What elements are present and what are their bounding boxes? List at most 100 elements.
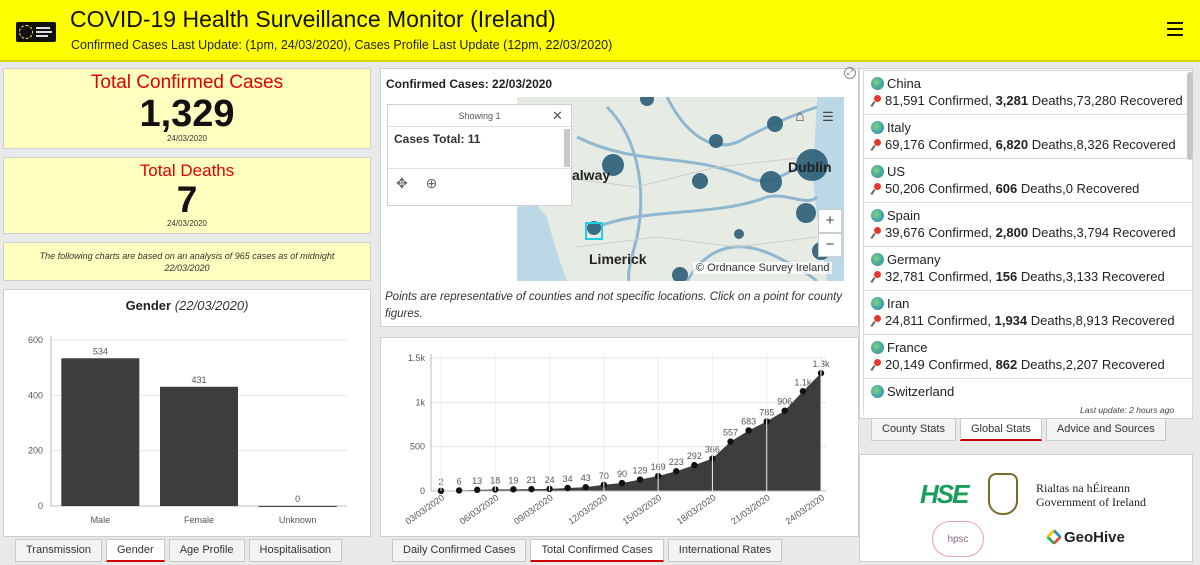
county-points[interactable] xyxy=(517,97,844,281)
pin-icon xyxy=(871,315,882,326)
data-label: 6 xyxy=(457,476,462,486)
data-point[interactable] xyxy=(691,461,698,469)
data-label: 557 xyxy=(723,428,738,438)
data-point[interactable] xyxy=(636,476,644,483)
gender-chart-title: Gender (22/03/2020) xyxy=(4,298,370,313)
county-point[interactable] xyxy=(692,173,708,189)
bar-value-label: 431 xyxy=(191,375,206,385)
page-title: COVID-19 Health Surveillance Monitor (Ir… xyxy=(70,6,556,32)
total-deaths-value: 7 xyxy=(176,179,198,220)
country-stats: 81,591 Confirmed, 3,281 Deaths,73,280 Re… xyxy=(871,92,1185,110)
total-confirmed-area-chart: 05001k1.5k261318192124344370901291692232… xyxy=(404,353,830,526)
data-label: 129 xyxy=(633,466,648,476)
gender-bar-chart: 0 200 400 600 534 Male 431 Female 0 Unknown xyxy=(28,335,347,525)
left-tab-gender[interactable]: Gender xyxy=(106,539,165,562)
expand-icon[interactable]: ⤢ xyxy=(844,67,856,79)
country-list-scrollbar[interactable] xyxy=(1187,72,1193,160)
bar[interactable] xyxy=(61,358,140,506)
selected-point-highlight xyxy=(585,222,603,240)
move-icon[interactable]: ✥ xyxy=(396,175,408,191)
country-item[interactable]: Switzerland xyxy=(863,378,1193,415)
country-item[interactable]: Spain 39,676 Confirmed, 2,800 Deaths,3,79… xyxy=(863,202,1193,246)
y-tick-label: 0 xyxy=(38,501,43,511)
country-stats: 50,206 Confirmed, 606 Deaths,0 Recovered xyxy=(871,180,1185,198)
country-name: France xyxy=(871,340,1185,356)
country-item[interactable]: Iran 24,811 Confirmed, 1,934 Deaths,8,913… xyxy=(863,290,1193,334)
data-label: 43 xyxy=(581,473,591,483)
country-item[interactable]: Italy 69,176 Confirmed, 6,820 Deaths,8,32… xyxy=(863,114,1193,158)
county-point[interactable] xyxy=(796,203,816,223)
globe-icon xyxy=(871,121,884,134)
left-tab-hospitalisation[interactable]: Hospitalisation xyxy=(248,539,343,562)
legend-list-icon[interactable]: ☰ xyxy=(822,109,834,124)
data-point[interactable] xyxy=(582,483,589,491)
zoom-in-button[interactable]: + xyxy=(818,209,842,233)
hamburger-menu-icon[interactable] xyxy=(1167,22,1183,37)
left-tab-transmission[interactable]: Transmission xyxy=(15,539,102,562)
category-label: Unknown xyxy=(279,515,317,525)
data-point[interactable] xyxy=(455,487,463,494)
gov-english-name: Government of Ireland xyxy=(1036,495,1146,509)
x-tick-label: 12/03/2020 xyxy=(566,492,609,526)
country-deaths: 1,934 xyxy=(994,313,1028,328)
country-stats: 24,811 Confirmed, 1,934 Deaths,8,913 Rec… xyxy=(871,312,1185,330)
middle-tab-daily-confirmed-cases[interactable]: Daily Confirmed Cases xyxy=(392,539,527,562)
middle-tab-international-rates[interactable]: International Rates xyxy=(667,539,783,562)
country-item[interactable]: Germany 32,781 Confirmed, 156 Deaths,3,13… xyxy=(863,246,1193,290)
pin-icon xyxy=(871,271,882,282)
data-point[interactable] xyxy=(618,479,626,487)
zoom-to-icon[interactable]: ⊕ xyxy=(425,175,438,191)
country-item[interactable]: US 50,206 Confirmed, 606 Deaths,0 Recover… xyxy=(863,158,1193,202)
county-point[interactable] xyxy=(587,221,601,235)
bar[interactable] xyxy=(160,386,238,506)
county-point[interactable] xyxy=(602,154,624,176)
data-point[interactable] xyxy=(564,484,571,492)
county-point[interactable] xyxy=(767,116,783,132)
data-point[interactable] xyxy=(727,438,734,445)
x-tick-label: 24/03/2020 xyxy=(784,492,827,526)
county-point[interactable] xyxy=(672,267,688,281)
country-item[interactable]: France 20,149 Confirmed, 862 Deaths,2,207… xyxy=(863,334,1193,378)
popup-close-icon[interactable]: ✕ xyxy=(552,108,563,123)
data-point[interactable] xyxy=(510,486,517,493)
county-point[interactable] xyxy=(734,229,744,239)
pin-icon xyxy=(871,183,882,194)
right-tab-global-stats[interactable]: Global Stats xyxy=(959,418,1042,441)
popup-scrollbar[interactable] xyxy=(564,129,570,167)
globe-icon xyxy=(871,77,884,90)
country-deaths: 862 xyxy=(995,357,1018,372)
data-label: 21 xyxy=(526,475,536,485)
globe-icon xyxy=(871,253,884,266)
cumulative-area xyxy=(441,373,821,491)
middle-tab-total-confirmed-cases[interactable]: Total Confirmed Cases xyxy=(530,539,664,562)
analysis-note: The following charts are based on an ana… xyxy=(39,251,335,273)
county-point[interactable] xyxy=(760,171,782,193)
home-icon[interactable]: ⌂ xyxy=(795,108,805,125)
data-point[interactable] xyxy=(745,427,752,434)
category-label: Male xyxy=(91,515,111,525)
left-tab-age-profile[interactable]: Age Profile xyxy=(168,539,245,562)
zoom-out-button[interactable]: − xyxy=(818,233,842,257)
right-tab-advice-and-sources[interactable]: Advice and Sources xyxy=(1045,418,1166,441)
country-stats: 20,149 Confirmed, 862 Deaths,2,207 Recov… xyxy=(871,356,1185,374)
data-point[interactable] xyxy=(528,485,535,493)
country-list[interactable]: China 81,591 Confirmed, 3,281 Deaths,73,2… xyxy=(863,70,1193,415)
data-label: 34 xyxy=(563,474,573,484)
data-point[interactable] xyxy=(473,486,481,494)
data-point[interactable] xyxy=(799,388,807,395)
data-point[interactable] xyxy=(781,407,789,414)
data-point[interactable] xyxy=(673,468,680,475)
country-deaths: 2,800 xyxy=(995,225,1029,240)
country-name: Germany xyxy=(871,252,1185,268)
total-deaths-label: Total Deaths xyxy=(139,161,235,180)
county-point[interactable] xyxy=(796,149,828,181)
county-point[interactable] xyxy=(640,97,654,106)
last-update-note: Last update: 2 hours ago xyxy=(1080,405,1175,415)
globe-icon xyxy=(871,165,884,178)
right-tab-county-stats[interactable]: County Stats xyxy=(871,418,956,441)
country-item[interactable]: China 81,591 Confirmed, 3,281 Deaths,73,2… xyxy=(863,70,1193,114)
county-point[interactable] xyxy=(709,134,723,148)
globe-icon xyxy=(871,297,884,310)
bar[interactable] xyxy=(258,506,337,507)
country-name: Spain xyxy=(871,208,1185,224)
